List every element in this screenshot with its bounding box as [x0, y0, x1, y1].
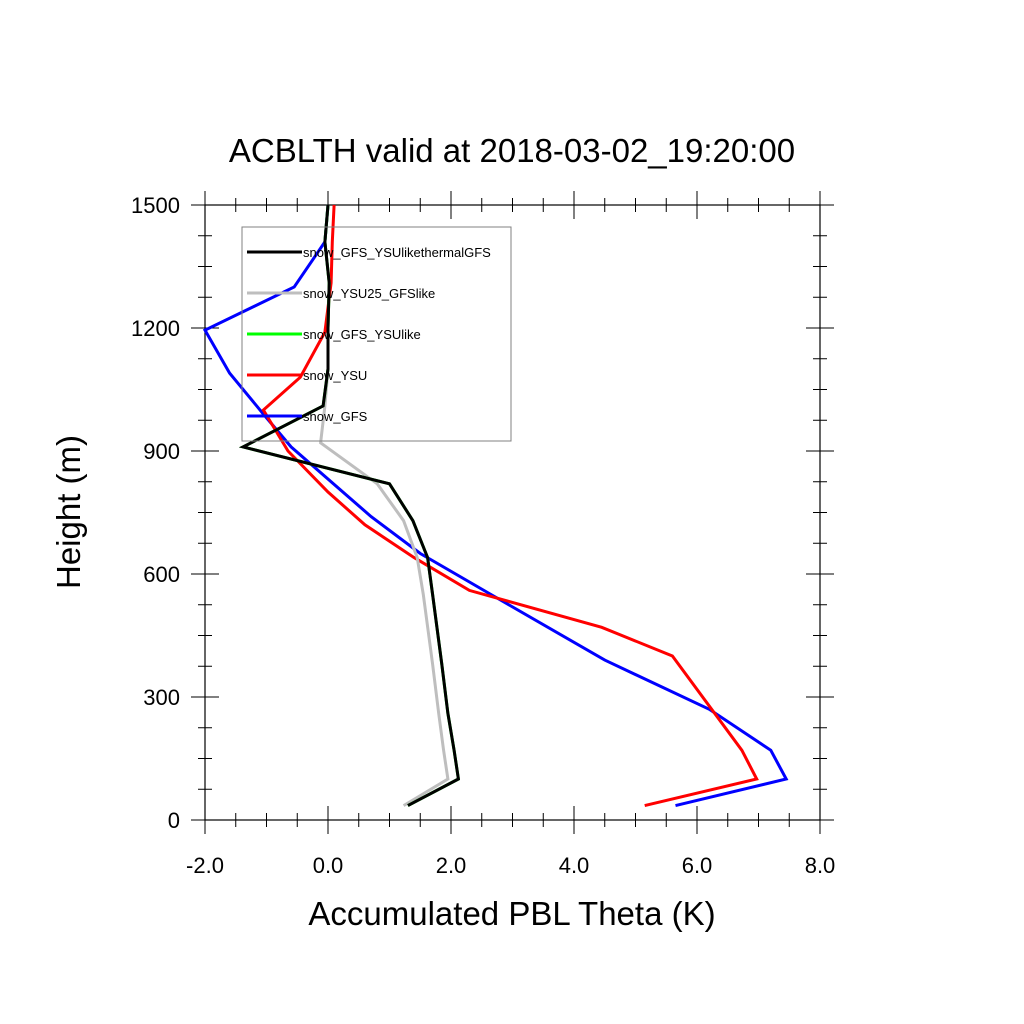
y-tick-label: 300	[143, 685, 180, 710]
legend-label: snow_YSU	[303, 368, 367, 383]
legend: snow_GFS_YSUlikethermalGFS snow_YSU25_GFS…	[241, 226, 512, 442]
chart-title: ACBLTH valid at 2018-03-02_19:20:00	[229, 132, 795, 169]
series-lines	[202, 204, 789, 808]
y-tick-label: 600	[143, 562, 180, 587]
y-tick-label: 1200	[131, 316, 180, 341]
x-axis: -2.0 0.0 2.0 4.0 6.0 8.0	[186, 191, 835, 878]
series-line-snow_GFS_YSUlikethermalGFS	[238, 204, 461, 807]
x-tick-label: 2.0	[436, 853, 467, 878]
legend-label: snow_GFS	[303, 409, 368, 424]
legend-box	[241, 226, 512, 442]
x-tick-label: 6.0	[682, 853, 713, 878]
legend-label: snow_GFS_YSUlikethermalGFS	[303, 245, 491, 260]
series-line-snow_GFS	[202, 204, 789, 808]
legend-label: snow_YSU25_GFSlike	[303, 286, 435, 301]
legend-label: snow_GFS_YSUlike	[303, 327, 421, 342]
x-axis-label: Accumulated PBL Theta (K)	[308, 895, 715, 932]
y-tick-label: 1500	[131, 193, 180, 218]
x-tick-label: -2.0	[186, 853, 224, 878]
x-tick-label: 0.0	[313, 853, 344, 878]
y-tick-label: 900	[143, 439, 180, 464]
x-tick-label: 8.0	[805, 853, 836, 878]
x-tick-label: 4.0	[559, 853, 590, 878]
y-tick-label: 0	[168, 808, 180, 833]
y-axis-label: Height (m)	[50, 435, 87, 589]
y-axis: 0 300 600 900 1200 1500	[131, 193, 834, 833]
